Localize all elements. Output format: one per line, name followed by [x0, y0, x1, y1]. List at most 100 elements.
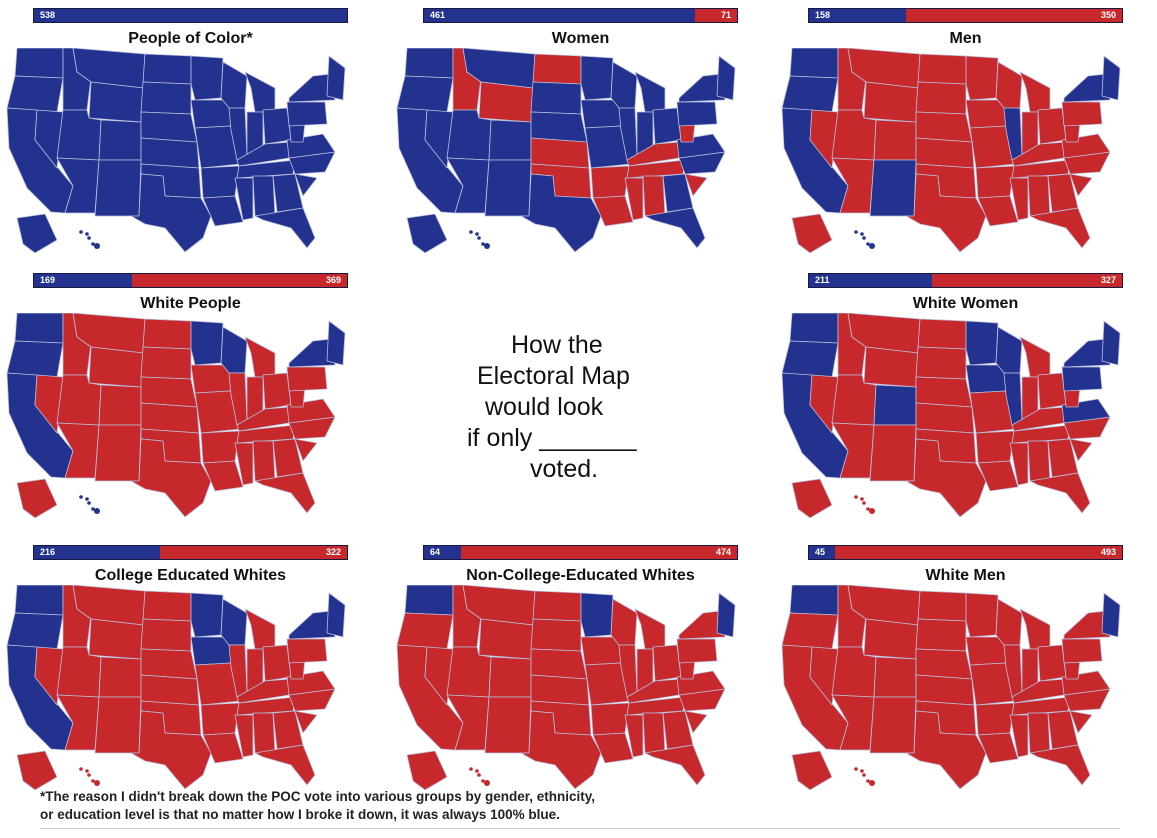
state-nd	[532, 590, 582, 622]
state-hi	[91, 507, 95, 511]
state-tx	[130, 173, 212, 253]
blue-electoral-votes-value: 64	[430, 547, 441, 557]
state-nv	[424, 109, 454, 169]
state-hi	[91, 242, 95, 246]
red-electoral-votes: 322	[159, 546, 347, 559]
state-sc	[684, 710, 708, 734]
blue-electoral-votes-value: 45	[815, 547, 826, 557]
state-hi	[469, 230, 473, 234]
state-ks	[530, 137, 590, 169]
state-hi	[87, 236, 91, 240]
state-hi	[87, 773, 91, 777]
panel-people-of-color: 538 People of Color*	[5, 8, 350, 253]
divider	[40, 828, 1120, 829]
vote-bar: 461 71	[423, 8, 738, 23]
state-hi	[85, 232, 89, 236]
state-hi	[79, 495, 83, 499]
us-map	[6, 585, 346, 790]
state-ar	[975, 430, 1015, 464]
state-hi	[477, 773, 481, 777]
red-electoral-votes: 327	[931, 274, 1122, 287]
state-sc	[294, 710, 318, 734]
state-sd	[530, 618, 582, 652]
state-ks	[140, 402, 200, 434]
state-co	[873, 119, 917, 161]
state-tx	[905, 710, 987, 790]
state-al	[1027, 175, 1051, 217]
state-la	[202, 732, 244, 764]
state-hi	[860, 769, 864, 773]
state-ne-st	[326, 592, 346, 638]
state-la	[202, 460, 244, 492]
state-mn	[965, 55, 999, 101]
panel-white-people: 169 369 White People	[5, 273, 350, 518]
state-ia	[965, 364, 1007, 394]
state-al	[642, 175, 666, 217]
state-fl	[1029, 744, 1091, 786]
blue-electoral-votes-value: 211	[815, 275, 830, 285]
state-fl	[254, 744, 316, 786]
panel-women: 461 71 Women	[395, 8, 740, 253]
state-co	[873, 656, 917, 698]
state-fl	[254, 472, 316, 514]
state-ne	[530, 111, 588, 143]
state-nv	[809, 374, 839, 434]
state-ms	[1009, 177, 1029, 221]
state-wi	[220, 598, 248, 646]
state-ms	[1009, 442, 1029, 486]
state-hi	[475, 769, 479, 773]
blue-electoral-votes: 216	[34, 546, 160, 559]
us-map	[781, 585, 1121, 790]
red-electoral-votes: 350	[906, 9, 1122, 22]
state-co	[488, 656, 532, 698]
panel-white-women: 211 327 White Women	[780, 273, 1125, 518]
center-line-2: Electoral Map	[477, 362, 630, 390]
state-oh	[1037, 107, 1067, 145]
state-nm	[94, 159, 142, 217]
state-ak	[16, 478, 58, 518]
red-electoral-votes-value: 327	[1100, 275, 1116, 285]
state-sd	[140, 618, 192, 652]
state-hi	[94, 508, 100, 514]
state-az	[831, 694, 875, 751]
state-ia	[580, 99, 622, 129]
state-nm	[869, 424, 917, 482]
state-la	[592, 732, 634, 764]
panel-non-college-educated-whites: 64 474 Non-College-Educated Whites	[395, 545, 740, 790]
state-wa	[14, 313, 64, 344]
state-ne	[915, 648, 973, 680]
state-mi	[634, 71, 666, 113]
state-ms	[624, 714, 644, 758]
state-fl	[644, 744, 706, 786]
map-title: Women	[551, 30, 610, 47]
footnote-line-2: or education level is that no matter how…	[40, 807, 560, 822]
state-mn	[965, 592, 999, 638]
state-ak	[16, 213, 58, 253]
state-ia	[580, 636, 622, 666]
red-electoral-votes-value: 493	[1100, 547, 1116, 557]
state-mi	[1019, 608, 1051, 650]
state-nv	[34, 374, 64, 434]
state-hi	[94, 780, 100, 786]
us-map	[781, 48, 1121, 253]
state-ia	[965, 99, 1007, 129]
state-sd	[915, 618, 967, 652]
state-wy	[478, 618, 534, 660]
state-hi	[87, 501, 91, 505]
state-ak	[16, 750, 58, 790]
state-or	[6, 340, 64, 378]
state-wa	[14, 48, 64, 79]
state-hi	[481, 242, 485, 246]
state-wy	[88, 81, 144, 123]
state-nd	[917, 318, 967, 350]
us-map	[396, 585, 736, 790]
state-or	[6, 612, 64, 650]
state-or	[781, 340, 839, 378]
state-sc	[684, 173, 708, 197]
state-az	[446, 694, 490, 751]
state-hi	[866, 242, 870, 246]
state-hi	[854, 767, 858, 771]
state-nm	[484, 159, 532, 217]
state-az	[446, 157, 490, 214]
panel-college-educated-whites: 216 322 College Educated Whites	[5, 545, 350, 790]
